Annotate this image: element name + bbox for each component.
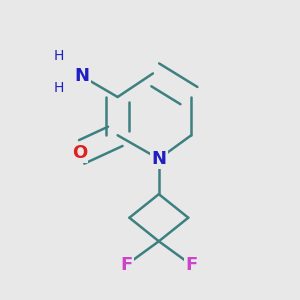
Text: H: H <box>53 49 64 63</box>
Text: N: N <box>151 150 166 168</box>
Text: N: N <box>75 68 90 85</box>
Text: O: O <box>72 144 87 162</box>
Text: F: F <box>120 256 133 274</box>
Text: H: H <box>53 81 64 95</box>
Text: F: F <box>185 256 197 274</box>
